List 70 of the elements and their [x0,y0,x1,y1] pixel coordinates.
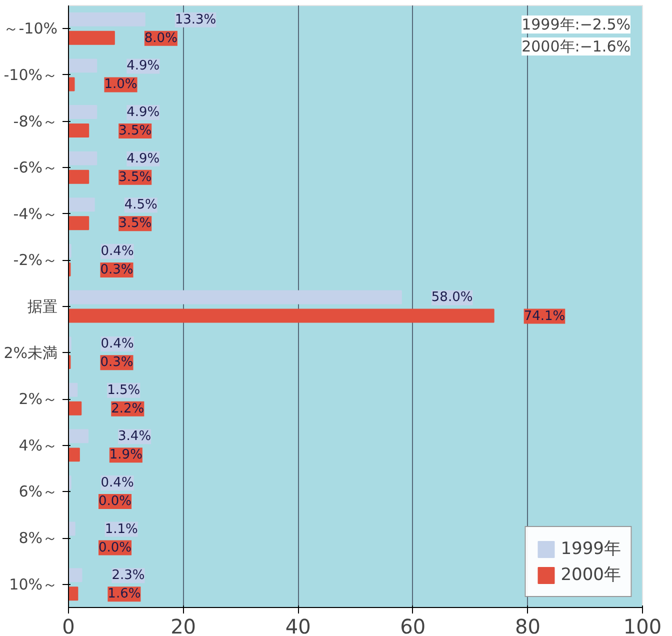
data-label: 0.4% [100,475,134,490]
bar [68,429,89,444]
y-tick-label: -2%～ [13,251,58,270]
data-label: 0.0% [98,540,132,556]
y-tick-label: 2%～ [18,390,58,408]
bar [68,124,90,138]
bar [68,308,494,323]
x-tick-label: 80 [514,614,540,636]
bar [68,216,90,230]
data-label: 4.9% [126,58,160,74]
bar [68,448,80,462]
y-tick-label: 10%～ [9,575,58,594]
y-tick-label: -8%～ [13,112,58,130]
data-label: 58.0% [431,290,473,306]
y-tick-label: 2%未満 [4,344,58,362]
x-tick-label: 100 [623,614,662,636]
y-tick-label: -6%～ [13,158,58,177]
data-label: 0.4% [100,244,134,259]
data-label: 0.4% [100,336,134,352]
data-label: 1.6% [108,586,141,602]
data-label: 0.3% [100,355,134,370]
data-label: 3.4% [118,429,152,444]
legend-label: 1999年 [560,538,621,560]
data-label: 1.0% [104,77,138,92]
data-label: 4.9% [126,105,160,120]
x-tick-label: 60 [400,614,426,636]
x-tick-label: 20 [170,614,196,636]
data-label: 1.1% [104,522,138,537]
bar [68,586,78,601]
bar [68,401,82,416]
data-label: 8.0% [144,30,178,46]
bar [68,290,402,304]
y-tick-label: ～-10% [4,20,58,38]
annotation: 2000年:−1.6% [522,38,630,56]
bar [68,198,95,212]
bar [68,58,98,73]
data-label: 3.5% [118,124,152,139]
x-tick-label: 40 [285,614,311,636]
data-label: 3.5% [118,216,152,232]
bar [68,244,72,258]
data-label: 4.5% [124,198,158,213]
legend-label: 2000年 [560,564,621,586]
bar [68,382,78,397]
annotation: 1999年:−2.5% [522,16,630,34]
data-label: 0.0% [98,494,132,509]
data-label: 13.3% [174,12,216,28]
bar [68,105,98,119]
bar [68,12,146,26]
bar [68,475,72,490]
x-tick-label: 0 [62,614,75,636]
y-tick-label: -10%～ [4,66,58,84]
bar [68,151,98,166]
data-label: 0.3% [100,262,134,278]
data-label: 74.1% [524,308,566,324]
bar [68,522,76,536]
bar [68,336,72,351]
bar [68,568,82,582]
bar [68,30,115,45]
data-label: 4.9% [126,151,160,166]
data-label: 1.5% [107,382,140,398]
data-label: 2.3% [112,568,145,584]
data-label: 2.2% [111,401,144,416]
y-tick-label: 据置 [28,298,58,316]
y-tick-label: 6%～ [18,482,58,501]
y-tick-label: 4%～ [18,436,58,454]
data-label: 3.5% [118,170,152,185]
y-tick-label: -4%～ [13,204,58,223]
bar [68,170,90,184]
y-tick-label: 8%～ [18,529,58,548]
data-label: 1.9% [109,448,142,463]
